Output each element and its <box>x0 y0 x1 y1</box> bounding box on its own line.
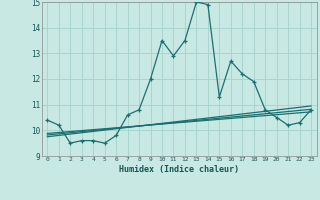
X-axis label: Humidex (Indice chaleur): Humidex (Indice chaleur) <box>119 165 239 174</box>
